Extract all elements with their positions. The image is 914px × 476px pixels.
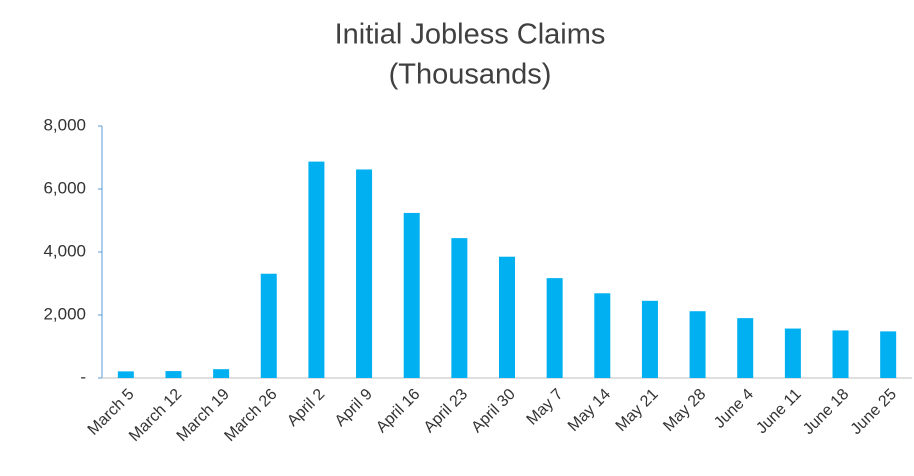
x-tick-label: May 7 — [524, 386, 567, 429]
bar — [451, 238, 468, 378]
y-tick-label: - — [80, 367, 86, 386]
bar — [546, 278, 563, 378]
x-tick-label: June 11 — [753, 386, 805, 438]
y-tick-label: 8,000 — [43, 115, 86, 134]
chart-title: Initial Jobless Claims — [335, 19, 606, 51]
bar — [403, 212, 420, 378]
bar — [880, 331, 897, 378]
x-tick-label: April 9 — [332, 386, 376, 430]
bar — [213, 369, 230, 378]
x-tick-label: May 14 — [565, 386, 614, 435]
bar — [784, 328, 801, 378]
x-tick-label: April 16 — [373, 386, 423, 436]
bar — [165, 371, 182, 378]
bar — [356, 169, 373, 378]
bar — [499, 256, 515, 378]
x-tick-label: June 25 — [848, 386, 900, 438]
x-tick-label: April 2 — [284, 386, 328, 430]
x-tick-label: June 4 — [711, 386, 757, 432]
x-tick-label: March 26 — [221, 386, 280, 445]
bar — [594, 293, 611, 378]
bar — [308, 161, 325, 378]
x-tick-label: April 30 — [468, 386, 518, 436]
bar — [117, 371, 134, 378]
y-tick-label: 2,000 — [43, 304, 86, 323]
x-tick-label: May 28 — [660, 386, 709, 435]
x-tick-label: May 21 — [613, 386, 662, 435]
bar — [689, 311, 706, 378]
x-tick-label: June 18 — [800, 386, 852, 438]
y-tick-label: 6,000 — [43, 178, 86, 197]
bar — [260, 273, 277, 378]
bar — [641, 300, 658, 378]
y-tick-label: 4,000 — [43, 241, 86, 260]
chart-subtitle: (Thousands) — [389, 59, 552, 91]
bar — [832, 330, 849, 378]
bar — [737, 318, 754, 378]
x-tick-label: April 23 — [421, 386, 471, 436]
